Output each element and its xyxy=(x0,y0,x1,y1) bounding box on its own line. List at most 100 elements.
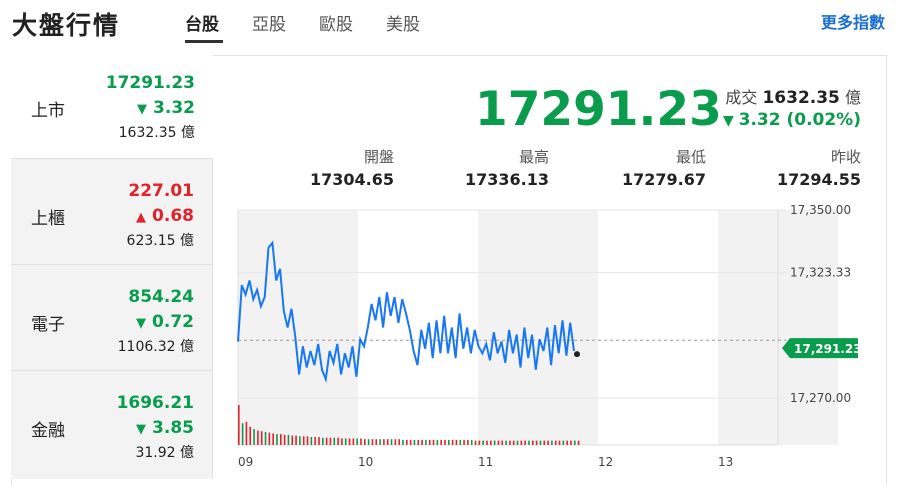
volume-bar xyxy=(451,439,454,445)
sidebar-item-label: 上市 xyxy=(31,101,65,121)
volume-bar xyxy=(379,439,381,445)
volume-bar xyxy=(394,439,397,445)
volume-bar xyxy=(253,429,255,445)
triangle-down-icon: ▼ xyxy=(136,422,147,437)
triangle-down-icon: ▼ xyxy=(137,102,148,117)
volume-bar xyxy=(417,439,420,445)
volume-bar xyxy=(574,440,576,445)
x-tick-label: 10 xyxy=(358,455,373,469)
volume-bar xyxy=(299,436,301,445)
volume-bar xyxy=(306,436,309,445)
volume-bar xyxy=(406,439,408,445)
volume-bar xyxy=(283,434,286,445)
volume-bar xyxy=(329,437,332,445)
volume-bar xyxy=(249,426,252,445)
volume-bar xyxy=(348,438,351,445)
volume-bar xyxy=(539,440,542,445)
stat-prev-close-label: 昨收 xyxy=(830,148,861,166)
index-volume: 1632.35 億 xyxy=(118,125,195,141)
tab-europe[interactable]: 歐股 xyxy=(319,15,353,35)
volume-bar xyxy=(459,439,462,445)
volume-bar xyxy=(554,440,557,445)
volume-bar xyxy=(257,430,259,445)
volume-bar xyxy=(505,440,507,445)
volume-bar xyxy=(390,439,393,445)
hour-band xyxy=(238,210,358,445)
sidebar-item-label: 上櫃 xyxy=(31,209,65,229)
y-tick-label: 17,270.00 xyxy=(790,391,851,405)
volume-bar xyxy=(386,439,389,445)
volume-bar xyxy=(245,421,248,445)
volume-bar xyxy=(444,439,446,445)
volume-bar xyxy=(238,405,240,445)
volume-bar xyxy=(509,440,511,445)
sidebar-item-listed[interactable]: 上市 17291.23 ▼ 3.32 1632.35 億 xyxy=(11,55,213,159)
volume-bar xyxy=(291,435,294,445)
tab-asia[interactable]: 亞股 xyxy=(252,15,286,35)
volume-bar xyxy=(493,440,496,445)
index-change: ▼ 3.85 xyxy=(136,418,194,438)
volume-bar xyxy=(566,440,568,445)
index-volume: 31.92 億 xyxy=(135,445,194,461)
stat-low-value: 17279.67 xyxy=(621,170,706,189)
stat-open-label: 開盤 xyxy=(363,148,394,166)
volume-bar xyxy=(486,440,488,445)
stat-open-value: 17304.65 xyxy=(309,170,394,189)
volume-bar xyxy=(440,439,442,445)
volume-bar xyxy=(501,440,504,445)
triangle-up-icon: ▲ xyxy=(136,210,147,225)
volume-bar xyxy=(356,438,358,445)
active-tab-indicator xyxy=(185,40,223,43)
tab-taiwan[interactable]: 台股 xyxy=(185,15,219,35)
volume-bar xyxy=(455,439,458,445)
volume-bar xyxy=(516,440,519,445)
volume-bar xyxy=(344,438,347,445)
volume-bar xyxy=(302,436,305,445)
volume-bar xyxy=(520,440,523,445)
stat-high-value: 17336.13 xyxy=(464,170,549,189)
page-title: 大盤行情 xyxy=(12,11,121,40)
index-volume: 623.15 億 xyxy=(126,233,194,249)
volume-bar xyxy=(413,439,416,445)
sidebar-item-finance[interactable]: 金融 1696.21 ▼ 3.85 31.92 億 xyxy=(11,371,213,479)
index-change: ▼ 3.32 xyxy=(137,98,195,118)
volume-bar xyxy=(577,440,580,445)
volume-bar xyxy=(371,439,374,445)
volume-bar xyxy=(241,423,244,445)
current-price-tag xyxy=(782,338,858,359)
volume-bar xyxy=(421,439,423,445)
x-tick-label: 13 xyxy=(718,455,733,469)
stat-prev-close-value: 17294.55 xyxy=(776,170,861,189)
volume-bar xyxy=(463,439,465,445)
volume-bar xyxy=(467,439,469,445)
volume-bar xyxy=(295,435,297,445)
volume-bar xyxy=(398,439,400,445)
volume-bar xyxy=(543,440,546,445)
x-tick-label: 09 xyxy=(238,455,253,469)
y-tick-label: 17,323.33 xyxy=(790,266,851,280)
sidebar-item-otc[interactable]: 上櫃 227.01 ▲ 0.68 623.15 億 xyxy=(11,159,213,265)
volume-bar xyxy=(562,440,565,445)
sidebar-item-electronics[interactable]: 電子 854.24 ▼ 0.72 1106.32 億 xyxy=(11,265,213,371)
volume-bar xyxy=(551,440,553,445)
volume-bar xyxy=(364,439,366,445)
volume-bar xyxy=(341,438,343,445)
more-indices-link[interactable]: 更多指數 xyxy=(820,13,885,32)
index-value: 1696.21 xyxy=(116,393,194,413)
index-value: 854.24 xyxy=(128,287,194,307)
volume-bar xyxy=(260,431,263,445)
volume-bar xyxy=(558,440,561,445)
volume-bar xyxy=(367,439,370,445)
volume-bar xyxy=(314,437,316,445)
volume-bar xyxy=(535,440,538,445)
volume-bar xyxy=(272,433,274,445)
tab-us[interactable]: 美股 xyxy=(386,15,420,35)
volume-bar xyxy=(264,431,267,445)
volume-bar xyxy=(375,439,378,445)
sidebar: 上市 17291.23 ▼ 3.32 1632.35 億 上櫃 227.01 ▲ 0… xyxy=(11,55,213,479)
volume-bar xyxy=(409,439,412,445)
sidebar-item-label: 電子 xyxy=(31,315,65,335)
volume-bar xyxy=(425,439,427,445)
volume-bar xyxy=(360,438,362,445)
index-value: 17291.23 xyxy=(105,73,195,93)
